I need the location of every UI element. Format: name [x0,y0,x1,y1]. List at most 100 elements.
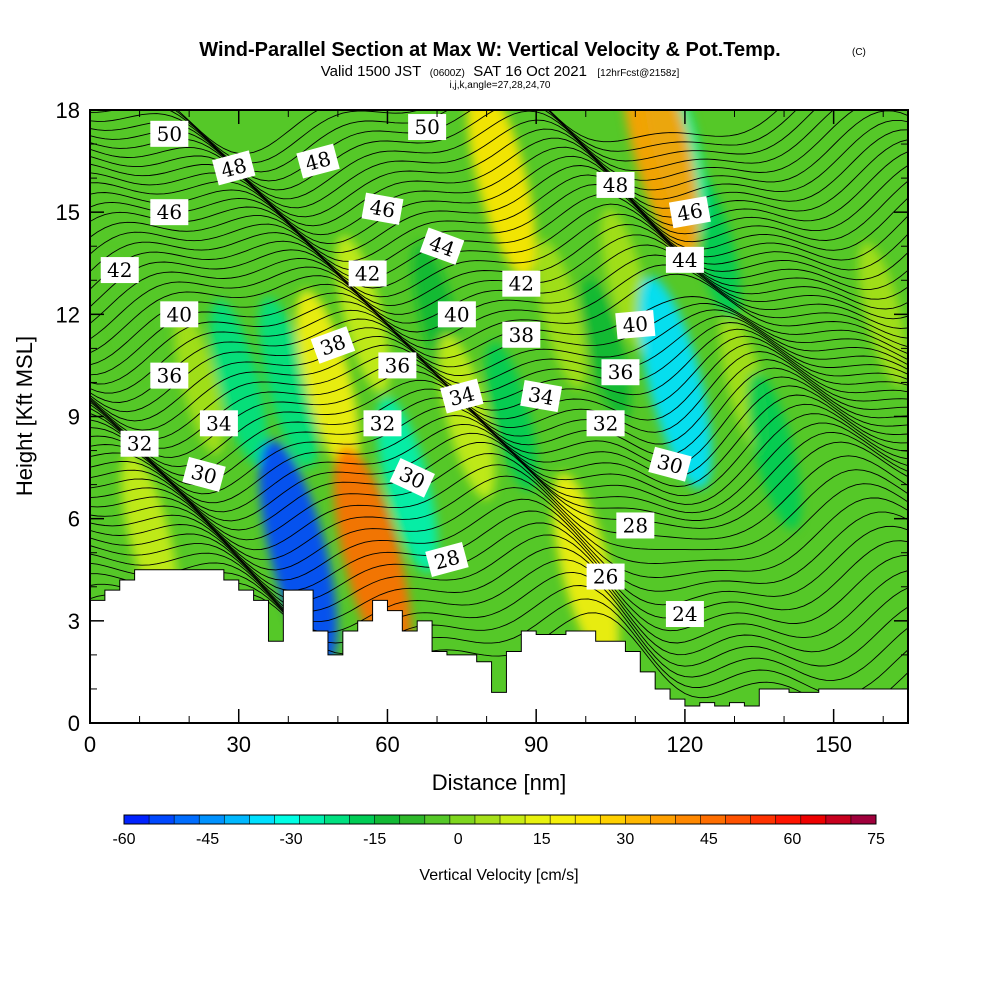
theta-contour-line [90,174,908,262]
y-tick-label: 15 [56,200,80,225]
theta-contour-line [90,193,908,280]
colorbar-tick-label: 0 [454,831,463,848]
theta-label: 48 [212,150,256,186]
velocity-cell [258,296,318,468]
velocity-cell [467,110,536,278]
velocity-cell [535,239,587,389]
theta-label-text: 42 [509,272,534,296]
colorbar-tick-label: -60 [112,831,135,848]
theta-contour-line [90,264,908,342]
theta-label: 24 [665,601,704,628]
theta-label: 48 [596,171,635,198]
colorbar-swatch [800,815,827,824]
theta-contour-line [90,318,908,403]
theta-contour-line [176,110,779,155]
colorbar-swatch [550,815,576,824]
theta-label-text: 32 [127,432,152,456]
theta-contour-line [90,234,908,315]
theta-contour-line [90,359,908,449]
theta-label-text: 42 [355,261,380,285]
grid-params: i,j,k,angle=27,28,24,70 [450,80,551,91]
colorbar: -60 -45 -30 -15 0 15 30 45 60 75 [112,814,885,848]
theta-label-text: 26 [593,565,618,589]
theta-label: 40 [437,301,476,328]
theta-contour-line [90,301,908,385]
theta-contour-line [90,562,908,667]
theta-label-text: 24 [672,602,697,626]
velocity-cell [103,251,147,377]
y-tick-label: 3 [68,609,80,634]
theta-label: 42 [502,270,541,297]
theta-label: 34 [440,378,484,414]
y-tick-label: 9 [68,405,80,430]
colorbar-tick-label: 45 [700,831,718,848]
theta-contour-line [90,224,908,307]
theta-contour-line [90,552,908,656]
colorbar-swatch [525,815,551,824]
x-tick-label: 120 [667,732,704,757]
theta-label-text: 40 [167,302,192,326]
theta-contour-line [90,464,908,551]
theta-contour-line [90,543,908,644]
colorbar-swatch [600,815,626,824]
y-tick-label: 6 [68,507,80,532]
chart-title: Wind-Parallel Section at Max W: Vertical… [199,39,780,61]
theta-label-text: 50 [414,115,439,139]
theta-contour-line [90,385,908,478]
y-tick-label: 0 [68,711,80,736]
theta-label: 46 [668,196,711,229]
theta-contour-line [90,184,908,271]
colorbar-swatch [700,815,726,824]
theta-contour-line [90,431,908,522]
plot-area: 50 48 46 42 40 36 34 32 30 48 50 46 44 42 38 36 32 30 40 34… [90,110,908,723]
colorbar-swatch [124,815,150,824]
theta-contour-line [90,376,908,468]
theta-label-text: 46 [157,200,182,224]
theta-contour-line [90,335,908,422]
colorbar-tick-label: 60 [784,831,802,848]
forecast-info: [12hrFcst@2158z] [597,68,679,79]
theta-label: 30 [182,456,226,492]
theta-contour-line [90,475,908,564]
colorbar-swatch [675,815,701,824]
y-tick-label: 18 [56,98,80,123]
y-tick-label: 12 [56,302,80,327]
colorbar-swatch [625,815,651,824]
theta-label: 34 [199,410,238,437]
theta-contour-line [90,273,908,354]
theta-label-text: 28 [623,513,648,537]
theta-label: 50 [408,114,447,141]
velocity-cell [485,341,538,492]
theta-label: 26 [586,563,625,590]
theta-label-text: 46 [675,198,704,226]
theta-label: 46 [150,199,189,226]
velocity-cell [210,299,268,466]
colorbar-label: Vertical Velocity [cm/s] [419,867,578,884]
theta-label-text: 42 [107,258,132,282]
colorbar-swatch [775,815,802,824]
theta-label: 44 [665,246,704,273]
theta-label-text: 44 [672,248,697,272]
theta-contour-line [90,487,908,578]
theta-label: 32 [363,410,402,437]
colorbar-tick-label: -30 [280,831,303,848]
colorbar-tick-label: 75 [867,831,885,848]
colorbar-swatch [324,815,350,824]
theta-contour-line [90,254,908,333]
x-axis: 0 30 60 90 120 150 [84,110,884,757]
x-tick-label: 30 [226,732,250,757]
velocity-cell [638,276,712,489]
colorbar-swatch [500,815,526,824]
theta-label: 30 [648,446,692,482]
theta-contour-line [90,533,908,632]
colorbar-swatch [299,815,325,824]
theta-contour-line [90,244,908,324]
colorbar-swatch [650,815,676,824]
theta-contour-line [90,351,908,440]
theta-contour-line [90,343,908,431]
x-tick-label: 60 [375,732,399,757]
theta-contour-line [90,292,908,376]
colorbar-tick-label: 15 [533,831,551,848]
theta-label-text: 40 [444,302,469,326]
theta-labels: 50 48 46 42 40 36 34 32 30 48 50 46 44 42 38 36 32 30 40 34… [100,114,711,628]
